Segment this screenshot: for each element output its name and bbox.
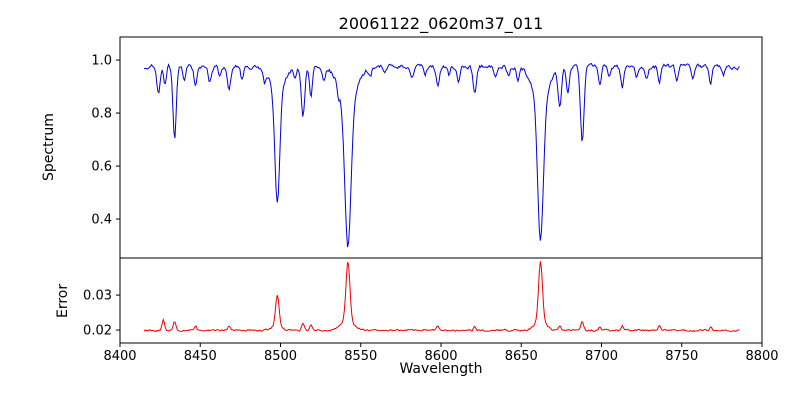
x-tick-label: 8550 [344, 349, 377, 364]
y-tick-label: 0.6 [91, 160, 112, 175]
y-tick-label: 0.4 [91, 213, 112, 228]
x-axis-label: Wavelength [399, 361, 483, 377]
x-tick-label: 8500 [264, 349, 297, 364]
y-tick-label: 0.02 [83, 324, 112, 339]
x-tick-label: 8450 [184, 349, 217, 364]
x-tick-label: 8800 [745, 349, 778, 364]
y-tick-label: 0.8 [91, 107, 112, 122]
error-line [143, 261, 740, 333]
x-tick-label: 8400 [103, 349, 136, 364]
chart-title: 20061122_0620m37_011 [338, 14, 544, 33]
x-tick-label: 8750 [665, 349, 698, 364]
x-tick-label: 8650 [505, 349, 538, 364]
spectrum-line [144, 62, 740, 248]
y-tick-label: 1.0 [91, 54, 112, 69]
x-tick-label: 8600 [424, 349, 457, 364]
x-tick-label: 8700 [585, 349, 618, 364]
y-tick-label: 0.03 [83, 289, 112, 304]
